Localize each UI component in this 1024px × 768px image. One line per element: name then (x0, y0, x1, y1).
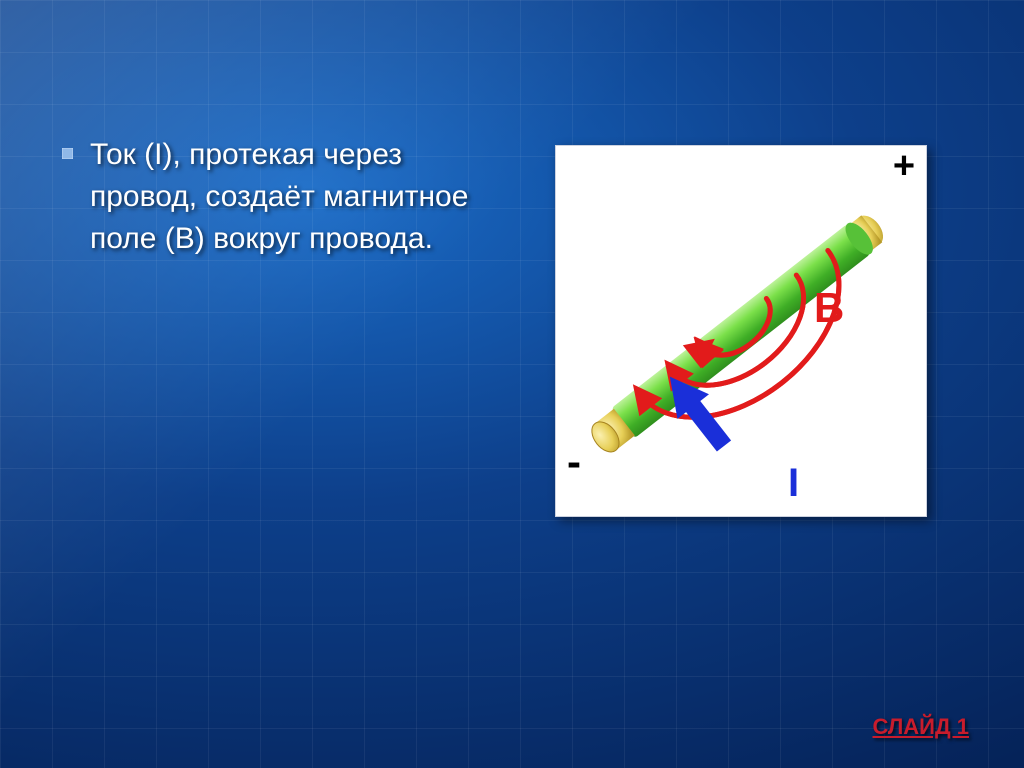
current-label: I (788, 461, 799, 505)
diagram-svg: + - (556, 146, 926, 516)
minus-label: - (567, 438, 581, 485)
bullet-square-icon (62, 148, 73, 159)
b-field-label: B (814, 284, 844, 331)
plus-label: + (893, 146, 915, 187)
body-text: Ток (I), протекая через провод, создаёт … (90, 138, 468, 255)
slide-root: Ток (I), протекая через провод, создаёт … (0, 0, 1024, 768)
wire-field-diagram: + - (555, 145, 927, 517)
slide-number: СЛАЙД 1 (873, 714, 970, 740)
body-text-block: Ток (I), протекая через провод, создаёт … (90, 134, 490, 260)
